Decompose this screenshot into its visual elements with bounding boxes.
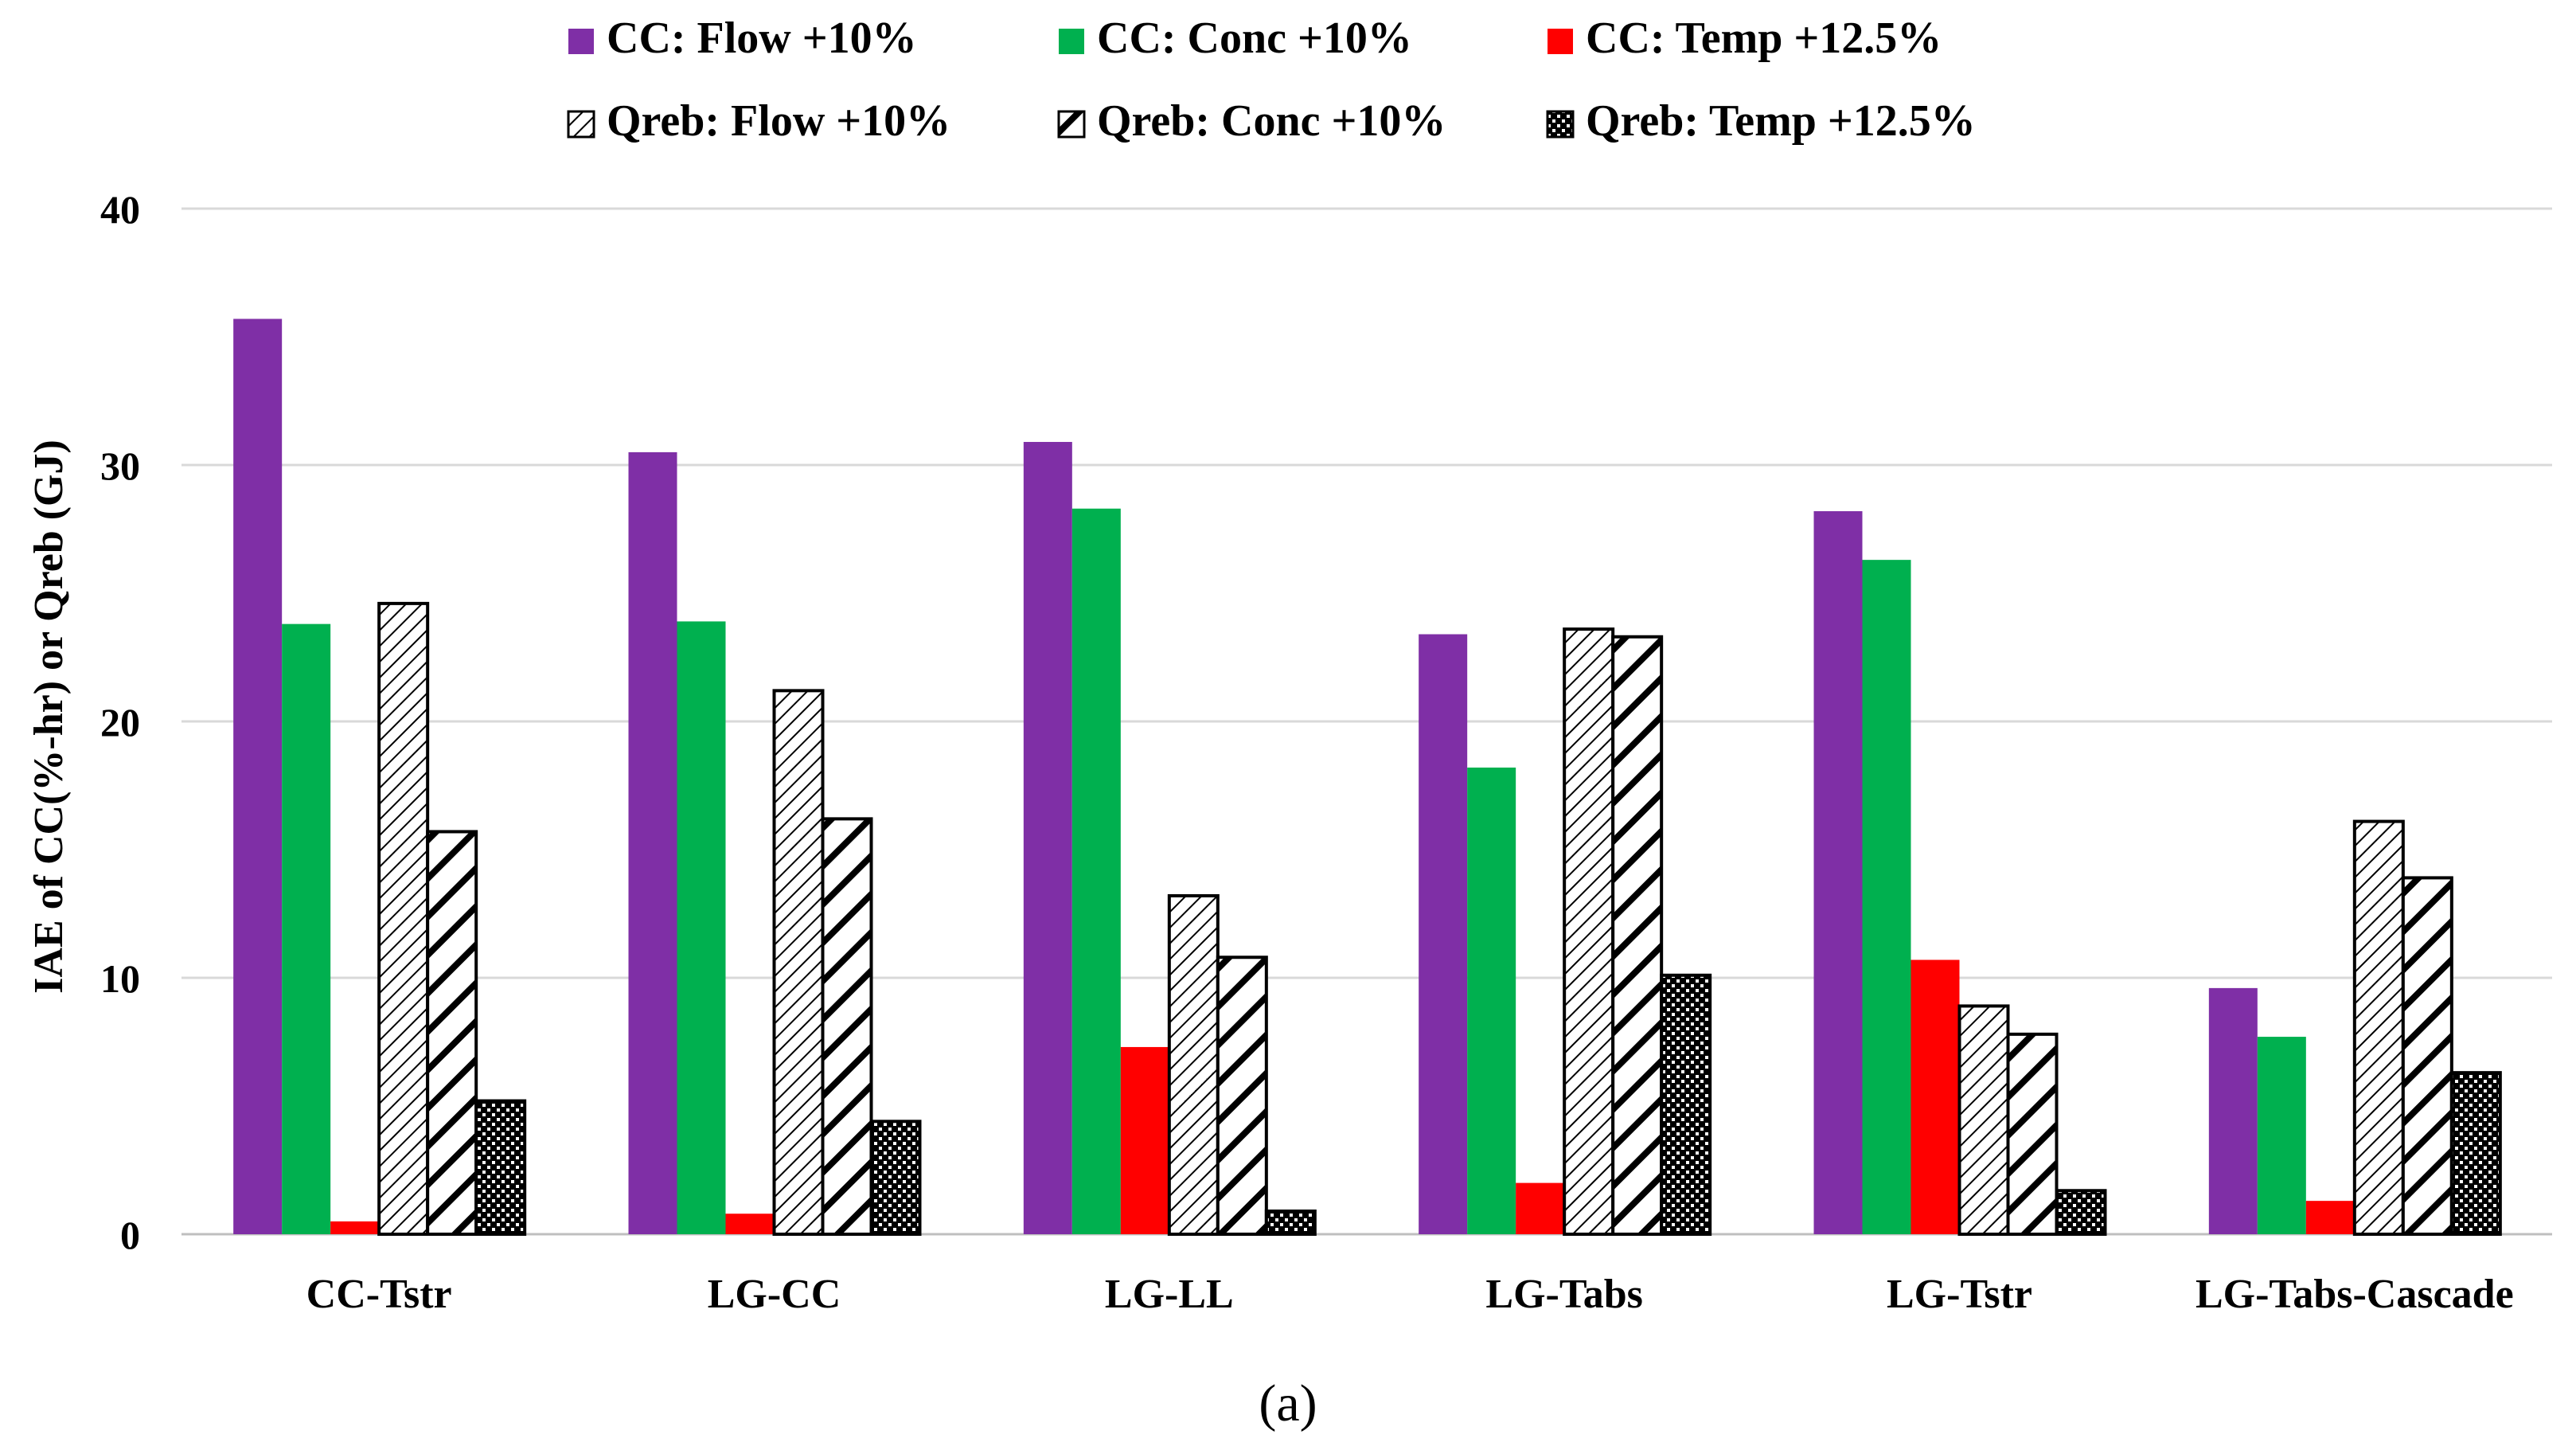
x-category-label: LG-Tabs-Cascade	[2195, 1272, 2514, 1317]
bar-lg-tstr-series-6	[2055, 1189, 2107, 1237]
x-category-label: LG-LL	[1105, 1272, 1234, 1317]
legend-label: CC: Conc +10%	[1097, 14, 1412, 63]
bar-lg-tabs-series-3	[1516, 1182, 1565, 1234]
legend-swatch	[1548, 29, 1573, 54]
bar-lg-ll-series-2	[1071, 508, 1121, 1234]
bar-lg-tstr-series-1	[1813, 510, 1863, 1234]
bar-lg-cc-series-6	[869, 1120, 922, 1236]
bar-lg-tabs-series-6	[1660, 973, 1712, 1237]
legend-entry-6: Qreb: Temp +12.5%	[1546, 96, 1976, 146]
bar-cc-tstr-series-5	[426, 830, 478, 1236]
bar-cc-tstr-series-3	[330, 1221, 380, 1234]
bar-lg-tabs-cascade-series-5	[2401, 876, 2453, 1237]
y-tick-label: 0	[120, 1213, 140, 1257]
bar-lg-ll-series-6	[1264, 1210, 1317, 1237]
figure-caption: (a)	[1259, 1374, 1317, 1432]
bar-cc-tstr-series-4	[377, 601, 430, 1236]
y-axis-ticks: 0 10 20 30 40	[100, 187, 140, 1257]
bar-lg-tabs-series-4	[1563, 627, 1615, 1236]
y-tick-label: 10	[100, 956, 140, 1001]
legend-swatch	[1059, 29, 1084, 54]
bar-lg-ll-series-5	[1216, 956, 1268, 1236]
legend-entry-1: CC: Flow +10%	[568, 14, 917, 63]
bar-lg-tstr-series-3	[1911, 960, 1960, 1234]
gridlines	[181, 207, 2552, 1236]
bar-lg-ll-series-1	[1023, 442, 1072, 1234]
bar-lg-ll-series-4	[1167, 893, 1220, 1236]
legend-label: Qreb: Flow +10%	[607, 96, 950, 146]
legend-swatch	[568, 29, 594, 54]
y-tick-label: 20	[100, 700, 140, 745]
legend-swatch	[1546, 110, 1575, 139]
legend-label: Qreb: Conc +10%	[1097, 96, 1446, 146]
bar-lg-ll-series-3	[1120, 1046, 1169, 1234]
bar-lg-tabs-series-2	[1467, 767, 1516, 1234]
bar-lg-cc-series-2	[677, 621, 726, 1234]
bar-lg-cc-series-4	[772, 689, 825, 1236]
legend-entry-5: Qreb: Conc +10%	[1057, 96, 1446, 146]
legend-label: CC: Temp +12.5%	[1586, 14, 1942, 63]
legend-label: CC: Flow +10%	[607, 14, 917, 63]
x-category-label: CC-Tstr	[306, 1272, 452, 1317]
legend-entry-3: CC: Temp +12.5%	[1548, 14, 1942, 63]
x-category-label: LG-Tstr	[1887, 1272, 2032, 1317]
bar-lg-tabs-series-1	[1419, 634, 1468, 1234]
bar-lg-cc-series-5	[821, 817, 873, 1236]
bar-lg-tstr-series-4	[1957, 1004, 2010, 1237]
legend-swatch	[567, 110, 595, 139]
y-tick-label: 30	[100, 444, 140, 488]
legend-swatch	[1057, 110, 1086, 139]
bar-cc-tstr-series-6	[474, 1099, 527, 1237]
bars	[233, 319, 2502, 1237]
bar-lg-cc-series-3	[725, 1214, 775, 1234]
legend-entry-4: Qreb: Flow +10%	[567, 96, 950, 146]
legend-label: Qreb: Temp +12.5%	[1586, 96, 1976, 146]
y-tick-label: 40	[100, 187, 140, 232]
bar-lg-tabs-cascade-series-2	[2257, 1037, 2306, 1234]
y-axis-label: IAE of CC(%-hr) or Qreb (GJ)	[26, 440, 72, 994]
bar-lg-tstr-series-5	[2006, 1032, 2059, 1236]
bar-lg-cc-series-1	[628, 451, 677, 1234]
x-category-label: LG-CC	[708, 1272, 841, 1317]
x-axis-categories: CC-Tstr LG-CC LG-LL LG-Tabs LG-Tstr LG-Tabs-C…	[306, 1272, 2514, 1317]
legend: CC: Flow +10% CC: Conc +10% CC: Temp +12.5…	[567, 14, 1976, 146]
bar-lg-tabs-cascade-series-4	[2352, 819, 2405, 1236]
bar-lg-tabs-series-5	[1611, 635, 1664, 1236]
x-category-label: LG-Tabs	[1485, 1272, 1643, 1317]
legend-entry-2: CC: Conc +10%	[1059, 14, 1412, 63]
bar-cc-tstr-series-2	[282, 623, 331, 1234]
bar-cc-tstr-series-1	[233, 319, 283, 1235]
bar-lg-tstr-series-2	[1862, 560, 1911, 1234]
bar-lg-tabs-cascade-series-3	[2305, 1201, 2355, 1234]
bar-lg-tabs-cascade-series-1	[2208, 987, 2258, 1234]
bar-lg-tabs-cascade-series-6	[2449, 1071, 2502, 1237]
